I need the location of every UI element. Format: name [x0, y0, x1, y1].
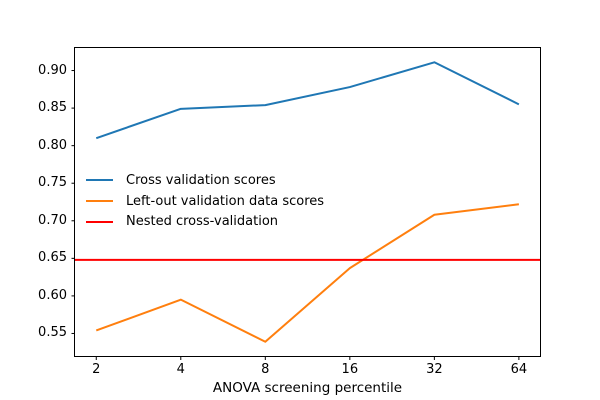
y-tick-label: 0.85 [38, 100, 67, 116]
y-tick-label: 0.65 [38, 250, 67, 266]
y-tick-label: 0.80 [38, 137, 67, 153]
legend-label: Left-out validation data scores [126, 193, 325, 209]
axes-spines [74, 47, 541, 357]
x-tick-label: 4 [176, 362, 185, 377]
left-out-scores-line [95, 203, 520, 343]
x-tick-label: 16 [341, 362, 359, 377]
y-tick-label: 0.75 [38, 175, 67, 191]
legend-label: Nested cross-validation [126, 214, 279, 230]
legend-line-sample-cv-scores [86, 179, 113, 182]
y-tick-label: 0.70 [38, 212, 67, 228]
x-tick-label: 8 [261, 362, 270, 377]
legend-item-nested-cv: Nested cross-validation [86, 211, 324, 232]
legend-line-sample-nested-cv [86, 220, 113, 223]
cv-scores-line [95, 61, 520, 140]
x-tick-label: 2 [92, 362, 101, 377]
legend-item-cv-scores: Cross validation scores [86, 170, 324, 191]
legend-item-left-out-scores: Left-out validation data scores [86, 191, 324, 212]
legend-line-sample-left-out-scores [86, 200, 113, 203]
y-tick-label: 0.90 [38, 62, 67, 78]
y-tick-label: 0.60 [38, 287, 67, 303]
legend-label: Cross validation scores [126, 172, 276, 188]
x-tick-label: 64 [510, 362, 528, 377]
x-tick-label: 32 [426, 362, 443, 377]
legend: Cross validation scores Left-out validati… [86, 170, 324, 232]
x-axis-label: ANOVA screening percentile [212, 380, 403, 396]
y-tick-label: 0.55 [38, 325, 67, 341]
